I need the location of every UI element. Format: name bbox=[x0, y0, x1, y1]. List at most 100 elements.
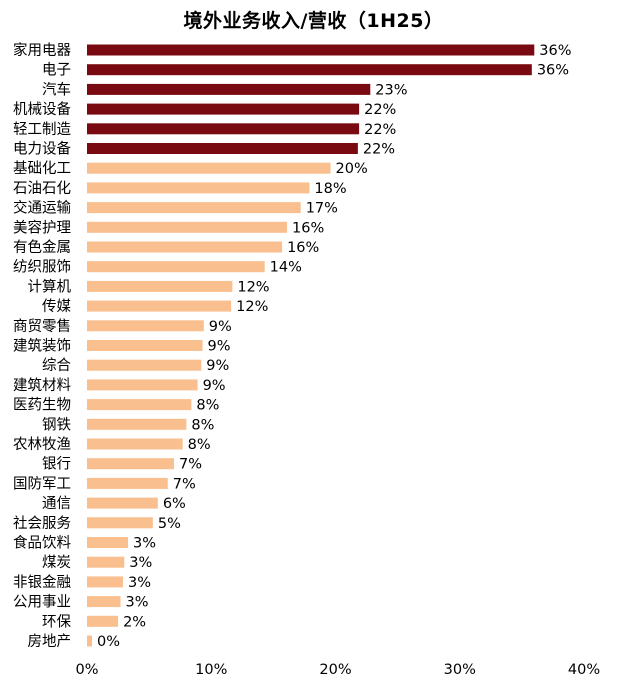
bar-row: 综合 9% bbox=[42, 357, 229, 374]
value-label: 3% bbox=[128, 575, 151, 591]
bar bbox=[87, 458, 174, 470]
bar-row: 医药生物 8% bbox=[13, 397, 219, 414]
value-label: 2% bbox=[123, 614, 146, 630]
value-label: 3% bbox=[133, 536, 156, 552]
value-label: 9% bbox=[206, 358, 229, 374]
category-label: 交通运输 bbox=[13, 199, 71, 217]
category-label: 机械设备 bbox=[13, 101, 71, 118]
value-label: 8% bbox=[191, 417, 214, 433]
bar bbox=[87, 438, 183, 450]
bar bbox=[87, 497, 158, 509]
value-label: 22% bbox=[364, 122, 396, 138]
value-label: 17% bbox=[306, 201, 338, 217]
x-tick-label: 20% bbox=[319, 662, 351, 678]
bar-row: 国防军工 7% bbox=[13, 475, 196, 492]
category-label: 食品饮料 bbox=[13, 535, 71, 552]
category-label: 农林牧渔 bbox=[13, 436, 71, 453]
bar-row: 交通运输 17% bbox=[13, 199, 338, 217]
x-axis: 0% 10% 20% 30% 40% bbox=[75, 662, 600, 678]
category-label: 美容护理 bbox=[13, 219, 71, 236]
category-label: 社会服务 bbox=[13, 515, 71, 532]
bar-row: 钢铁 8% bbox=[42, 416, 214, 433]
bar-row: 建筑装饰 9% bbox=[13, 338, 231, 355]
value-label: 12% bbox=[236, 299, 268, 315]
value-label: 22% bbox=[363, 142, 395, 158]
bar-row: 农林牧渔 8% bbox=[13, 436, 211, 453]
bar bbox=[87, 182, 310, 194]
bar bbox=[87, 221, 288, 233]
category-label: 环保 bbox=[42, 613, 71, 630]
value-label: 16% bbox=[292, 220, 324, 236]
category-label: 医药生物 bbox=[13, 397, 71, 414]
category-label: 石油石化 bbox=[13, 180, 71, 197]
bar-row: 轻工制造 22% bbox=[13, 121, 396, 138]
bar bbox=[87, 44, 535, 56]
bar bbox=[87, 320, 204, 332]
bar-row: 公用事业 3% bbox=[13, 594, 149, 611]
value-label: 9% bbox=[208, 339, 231, 355]
bar-row: 电力设备 22% bbox=[13, 141, 395, 158]
bar bbox=[87, 103, 360, 115]
category-label: 基础化工 bbox=[13, 160, 71, 177]
category-label: 轻工制造 bbox=[13, 121, 71, 138]
bar bbox=[87, 280, 233, 292]
bar-row: 社会服务 5% bbox=[13, 515, 181, 532]
category-label: 建筑装饰 bbox=[13, 338, 71, 355]
bar-row: 汽车 23% bbox=[42, 81, 408, 98]
value-label: 8% bbox=[188, 437, 211, 453]
value-label: 20% bbox=[336, 161, 368, 177]
bars-layer: 家用电器 36% 电子 36% 汽车 23% 机械设备 22% 轻工制造 22% 电力设备 22% 基础… bbox=[13, 42, 572, 650]
bar-row: 有色金属 16% bbox=[13, 239, 319, 256]
bar-row: 商贸零售 9% bbox=[13, 318, 232, 335]
bar-row: 美容护理 16% bbox=[13, 219, 324, 236]
category-label: 综合 bbox=[42, 357, 71, 374]
value-label: 5% bbox=[158, 516, 181, 532]
category-label: 纺织服饰 bbox=[13, 259, 71, 276]
value-label: 16% bbox=[287, 240, 319, 256]
bar bbox=[87, 202, 301, 214]
bar bbox=[87, 576, 124, 588]
category-label: 国防军工 bbox=[13, 475, 71, 492]
bar-row: 非银金融 3% bbox=[13, 574, 151, 591]
chart-title: 境外业务收入/营收（1H25） bbox=[183, 10, 444, 32]
bar-row: 机械设备 22% bbox=[13, 101, 396, 118]
bar bbox=[87, 635, 92, 647]
bar bbox=[87, 359, 202, 371]
value-label: 8% bbox=[196, 398, 219, 414]
bar-row: 建筑材料 9% bbox=[13, 377, 226, 394]
bar bbox=[87, 556, 125, 568]
bar bbox=[87, 123, 360, 135]
value-label: 18% bbox=[314, 181, 346, 197]
bar-row: 银行 7% bbox=[42, 456, 202, 473]
bar bbox=[87, 596, 121, 608]
category-label: 建筑材料 bbox=[13, 377, 71, 394]
bar-row: 环保 2% bbox=[42, 613, 146, 630]
value-label: 3% bbox=[126, 595, 149, 611]
bar bbox=[87, 517, 153, 529]
bar bbox=[87, 379, 198, 391]
bar bbox=[87, 615, 119, 627]
bar-row: 房地产 0% bbox=[28, 633, 120, 650]
category-label: 煤炭 bbox=[42, 554, 71, 571]
value-label: 0% bbox=[97, 634, 120, 650]
value-label: 9% bbox=[203, 378, 226, 394]
bar bbox=[87, 64, 532, 76]
bar-row: 食品饮料 3% bbox=[13, 535, 156, 552]
bar-row: 电子 36% bbox=[42, 62, 569, 79]
bar-row: 通信 6% bbox=[42, 495, 186, 512]
category-label: 传媒 bbox=[42, 298, 71, 315]
value-label: 22% bbox=[364, 102, 396, 118]
value-label: 7% bbox=[173, 476, 196, 492]
bar-row: 石油石化 18% bbox=[13, 180, 347, 197]
bar bbox=[87, 162, 331, 174]
bar bbox=[87, 537, 129, 548]
bar bbox=[87, 418, 187, 430]
value-label: 36% bbox=[537, 63, 569, 79]
bar bbox=[87, 143, 358, 154]
category-label: 汽车 bbox=[42, 81, 71, 98]
bar bbox=[87, 477, 168, 489]
category-label: 家用电器 bbox=[13, 42, 71, 59]
bar-row: 传媒 12% bbox=[42, 298, 268, 315]
bar-row: 计算机 12% bbox=[28, 278, 270, 295]
